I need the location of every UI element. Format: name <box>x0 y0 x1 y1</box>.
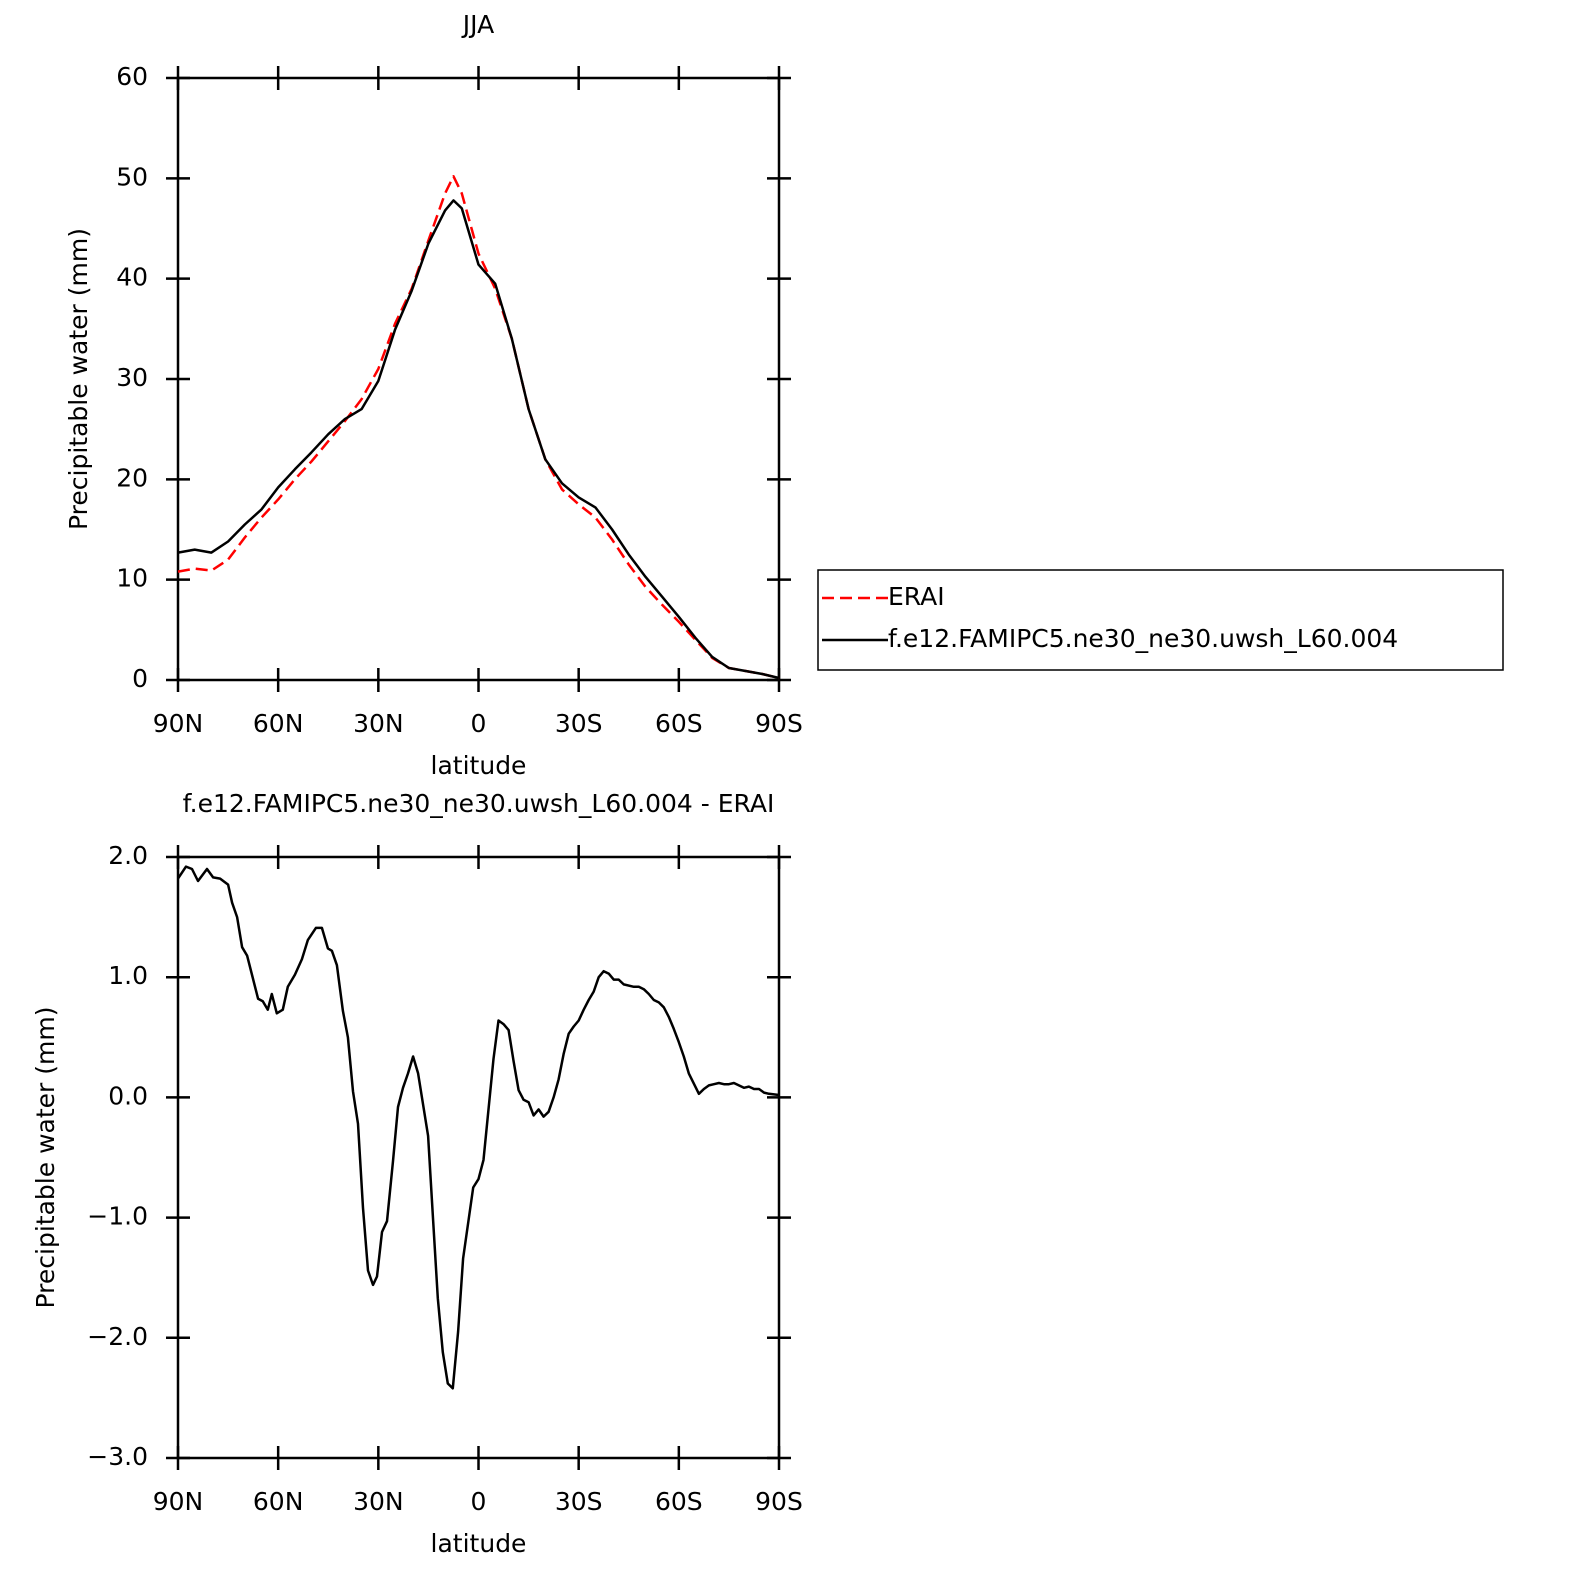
legend-label: ERAI <box>888 582 945 611</box>
data-line <box>177 175 780 680</box>
y-axis-label: Precipitable water (mm) <box>31 1007 60 1309</box>
y-tick-label: 2.0 <box>108 841 148 870</box>
plot-frame <box>176 76 781 682</box>
y-tick-label: −3.0 <box>87 1442 148 1471</box>
y-tick-label: 50 <box>116 162 148 191</box>
y-tick-label: −2.0 <box>87 1322 148 1351</box>
plot-frame <box>176 855 781 1460</box>
chart-title: f.e12.FAMIPC5.ne30_ne30.uwsh_L60.004 - E… <box>183 789 775 818</box>
y-tick-label: 0.0 <box>108 1081 148 1110</box>
x-tick-label: 90S <box>755 709 803 738</box>
y-axis-label: Precipitable water (mm) <box>64 228 93 530</box>
x-tick-label: 90N <box>153 709 204 738</box>
y-tick-label: −1.0 <box>87 1202 148 1231</box>
y-tick-label: 20 <box>116 463 148 492</box>
chart-title: JJA <box>461 10 494 39</box>
y-tick-label: 1.0 <box>108 961 148 990</box>
x-tick-label: 90S <box>755 1487 803 1516</box>
data-line <box>176 865 780 1390</box>
x-tick-label: 0 <box>471 709 487 738</box>
y-tick-label: 30 <box>116 363 148 392</box>
x-tick-label: 60N <box>253 709 304 738</box>
data-line <box>177 199 780 680</box>
legend-box <box>817 569 1504 671</box>
x-tick-label: 90N <box>153 1487 204 1516</box>
y-tick-label: 0 <box>132 664 148 693</box>
y-tick-label: 40 <box>116 263 148 292</box>
x-tick-label: 60N <box>253 1487 304 1516</box>
x-axis-label: latitude <box>431 1529 527 1558</box>
x-tick-label: 0 <box>471 1487 487 1516</box>
x-tick-label: 30N <box>353 709 404 738</box>
x-tick-label: 30S <box>555 1487 603 1516</box>
x-tick-label: 60S <box>655 1487 703 1516</box>
x-tick-label: 30S <box>555 709 603 738</box>
y-tick-label: 60 <box>116 62 148 91</box>
x-axis-label: latitude <box>431 751 527 780</box>
x-tick-label: 30N <box>353 1487 404 1516</box>
y-tick-label: 10 <box>116 564 148 593</box>
legend-label: f.e12.FAMIPC5.ne30_ne30.uwsh_L60.004 <box>888 624 1398 653</box>
x-tick-label: 60S <box>655 709 703 738</box>
